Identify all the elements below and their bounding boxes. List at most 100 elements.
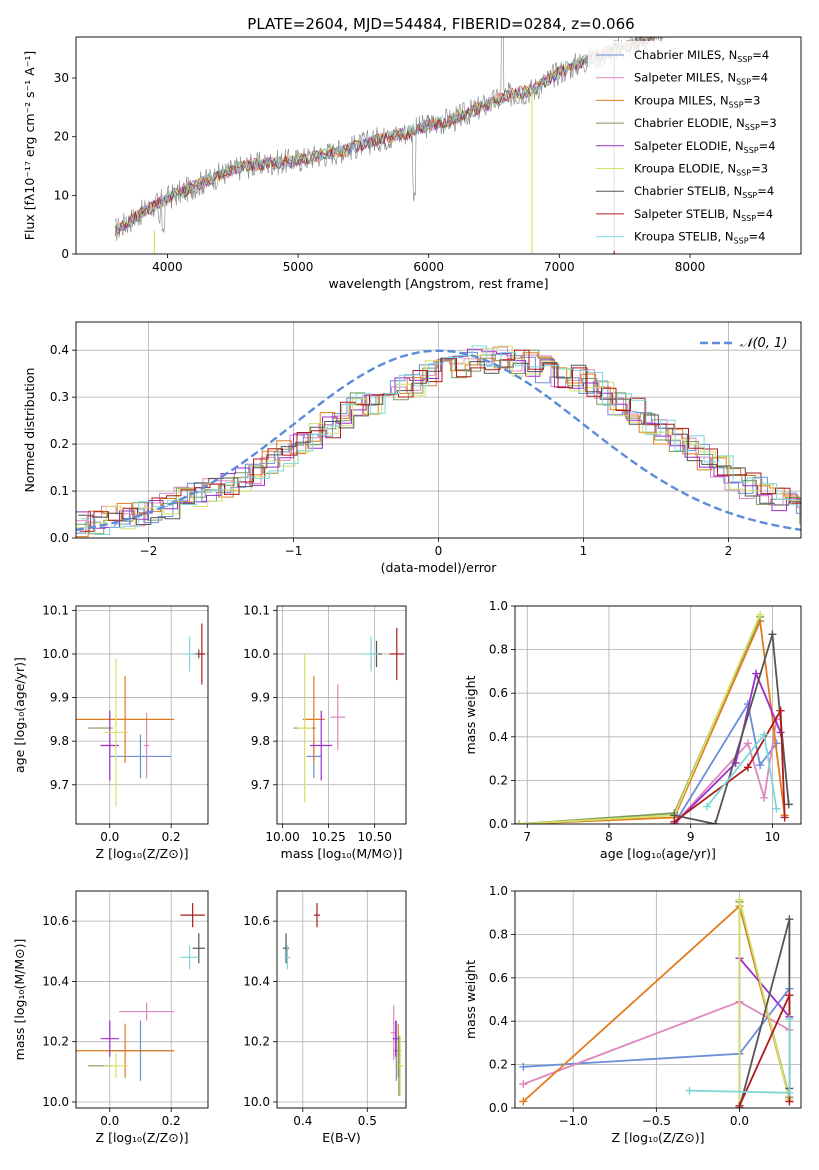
weight-vs-age-ytick-label: 0.2: [489, 773, 508, 787]
spectrum-xtick-label: 6000: [413, 260, 444, 274]
weight-vs-age-ytick-label: 1.0: [489, 599, 508, 613]
spectrum-ylabel: Flux [fλ10⁻¹⁷ erg cm⁻² s⁻¹ A⁻¹]: [22, 51, 37, 240]
weight-vs-Z-xtick-label: −0.5: [642, 1114, 671, 1128]
residual-histogram-line: [76, 348, 801, 529]
mass-vs-EBV-ytick-label: 10.0: [243, 1095, 270, 1109]
age-vs-mass-ytick-label: 10.1: [243, 603, 270, 617]
residuals-ytick-label: 0.4: [50, 343, 69, 357]
mass-vs-Z-axes: 0.0 0.2 10.0 10.2 10.4 10.6 Z [log₁₀(Z/Z⊙)] mas…: [12, 890, 209, 1145]
mass-vs-Z-ylabel: mass [log₁₀(M/M⊙)]: [12, 939, 27, 1061]
mass-vs-EBV-ytick-label: 10.6: [243, 914, 270, 928]
age-vs-mass-xtick-label: 10.25: [311, 830, 345, 844]
age-vs-Z-plot-area: [76, 623, 205, 807]
age-vs-Z-ytick-label: 10.1: [42, 603, 69, 617]
spectrum-ytick-label: 30: [54, 71, 69, 85]
mass-weight-marker: [685, 1086, 694, 1095]
legend-entry: Kroupa MILES, NSSP=3: [634, 93, 760, 109]
age-vs-Z-axes: 0.0 0.2 9.7 9.8 9.9 10.0 10.1 Z [log₁₀(Z/Z⊙)] ag…: [12, 603, 209, 861]
residuals-plot-area: [76, 345, 801, 538]
normal-distribution-curve: [76, 349, 801, 531]
age-vs-Z-xtick-label: 0.0: [100, 830, 119, 844]
residuals-xtick-label: 1: [580, 544, 588, 558]
mass-weight-marker: [743, 739, 752, 748]
mass-vs-EBV-xlabel: E(B-V): [322, 1130, 361, 1145]
mass-weight-line: [673, 719, 778, 824]
mass-vs-EBV-frame: [276, 890, 407, 1109]
spectrum-xtick-label: 8000: [675, 260, 706, 274]
residuals-xtick-label: −2: [140, 544, 158, 558]
spectrum-xlabel: wavelength [Angstrom, rest frame]: [328, 276, 548, 291]
spectrum-frame: [75, 36, 802, 255]
mass-weight-marker: [711, 820, 720, 824]
age-vs-Z-ytick-label: 9.9: [50, 691, 69, 705]
residual-histogram-line: [78, 357, 801, 525]
mass-weight-marker: [784, 800, 793, 809]
spectrum-xtick-label: 7000: [544, 260, 575, 274]
weight-vs-age-xtick-label: 9: [687, 830, 695, 844]
residual-histogram-line: [76, 349, 801, 535]
mass-weight-marker: [756, 761, 765, 770]
legend-entry: Chabrier ELODIE, NSSP=3: [634, 116, 777, 132]
residuals-frame: [75, 321, 802, 539]
legend-entry: Salpeter STELIB, NSSP=4: [634, 207, 773, 223]
residuals-ytick-label: 0.0: [50, 531, 69, 545]
residuals-xtick-label: −1: [285, 544, 303, 558]
normal-legend-label: 𝒩(0, 1): [740, 336, 787, 351]
model-spectrum-line: [114, 37, 652, 236]
weight-vs-age-xtick-label: 7: [523, 830, 531, 844]
weight-vs-Z-ytick-label: 0.4: [489, 1014, 508, 1028]
residual-histogram-line: [76, 351, 801, 534]
residuals-xtick-label: 0: [435, 544, 443, 558]
weight-vs-Z-xlabel: Z [log₁₀(Z/Z⊙)]: [612, 1130, 705, 1145]
weight-vs-Z-ytick-label: 0.8: [489, 927, 508, 941]
mass-weight-marker: [519, 1097, 528, 1106]
mass-vs-EBV-plot-area: [283, 903, 404, 1096]
weight-vs-Z-ytick-label: 0.6: [489, 971, 508, 985]
weight-vs-Z-ytick-label: 1.0: [489, 884, 508, 898]
mass-weight-line: [519, 617, 786, 824]
age-vs-mass-ytick-label: 9.8: [251, 734, 270, 748]
weight-vs-age-ytick-label: 0.8: [489, 643, 508, 657]
mass-weight-marker: [735, 895, 744, 904]
mass-weight-marker: [756, 610, 765, 619]
age-vs-Z-ytick-label: 9.7: [50, 778, 69, 792]
weight-vs-age-plot-area: [515, 610, 793, 824]
age-vs-mass-axes: 10.00 10.25 10.50 9.7 9.8 9.9 10.0 10.1 mass [lo…: [243, 603, 407, 861]
model-spectrum-line: [114, 37, 664, 236]
mass-weight-marker: [760, 793, 769, 802]
mass-weight-marker: [785, 1097, 794, 1106]
legend-entry: Salpeter MILES, NSSP=4: [634, 71, 768, 87]
age-vs-Z-ytick-label: 9.8: [50, 734, 69, 748]
residuals-axes: −2 −1 0 1 2 0.0 0.1 0.2 0.3 0.4 (data-model)/error…: [22, 321, 802, 575]
mass-weight-marker: [519, 1062, 528, 1071]
mass-vs-Z-ytick-label: 10.4: [42, 974, 69, 988]
residual-histogram-line: [79, 349, 801, 532]
mass-vs-Z-ytick-label: 10.0: [42, 1095, 69, 1109]
legend-entry: Salpeter ELODIE, NSSP=4: [634, 139, 776, 155]
weight-vs-Z-ylabel: mass weight: [463, 960, 478, 1039]
residual-histogram-line: [76, 352, 801, 538]
weight-vs-age-ytick-label: 0.0: [489, 817, 508, 831]
figure-title: PLATE=2604, MJD=54484, FIBERID=0284, z=0…: [247, 15, 634, 33]
age-vs-Z-xtick-label: 0.2: [162, 830, 181, 844]
legend-entry: Chabrier STELIB, NSSP=4: [634, 184, 774, 200]
weight-vs-Z-xtick-label: 0.0: [730, 1114, 749, 1128]
residual-histogram-line: [76, 346, 801, 527]
age-vs-mass-xlabel: mass [log₁₀(M/M⊙)]: [281, 846, 403, 861]
age-vs-mass-ytick-label: 9.7: [251, 778, 270, 792]
weight-vs-age-xlabel: age [log₁₀(age/yr)]: [600, 846, 716, 861]
spectrum-ytick-label: 0: [61, 247, 69, 261]
weight-vs-Z-plot-area: [519, 895, 794, 1108]
age-vs-mass-xtick-label: 10.00: [265, 830, 299, 844]
spectrum-ytick-label: 10: [54, 188, 69, 202]
weight-vs-age-xtick-label: 10: [765, 830, 780, 844]
age-vs-mass-ytick-label: 10.0: [243, 647, 270, 661]
legend-entry: Kroupa STELIB, NSSP=4: [634, 230, 765, 246]
spectrum-axes: 4000 5000 6000 7000 8000 0 10 20 30 wavelength [A…: [22, 36, 802, 291]
residual-histogram-line: [77, 345, 801, 530]
mass-weight-line: [673, 670, 782, 824]
legend-entry: Kroupa ELODIE, NSSP=3: [634, 162, 768, 178]
mass-vs-Z-ytick-label: 10.6: [42, 914, 69, 928]
weight-vs-age-xtick-label: 8: [605, 830, 613, 844]
